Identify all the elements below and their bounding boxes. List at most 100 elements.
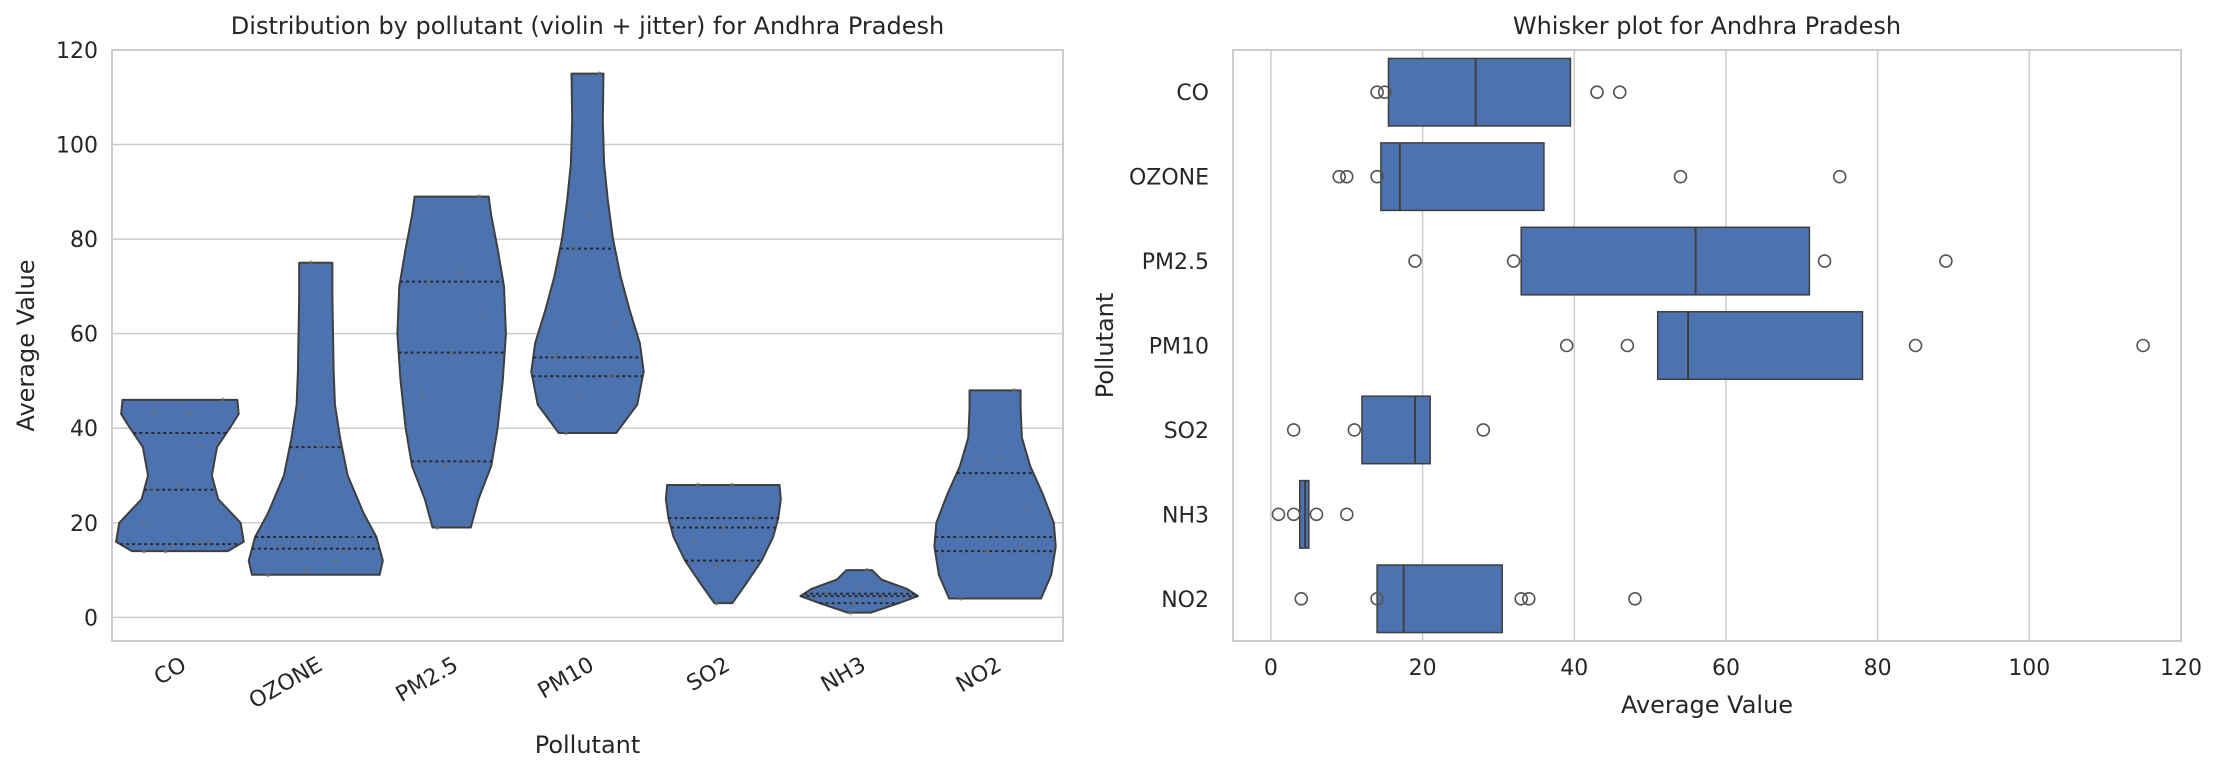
violin-y-tick-label: 40 — [70, 417, 98, 442]
jitter-point — [141, 520, 146, 525]
whisker-x-tick-label: 80 — [1864, 656, 1892, 681]
jitter-point — [186, 411, 191, 417]
whisker-x-tick-label: 0 — [1264, 656, 1278, 681]
jitter-point — [695, 482, 701, 488]
jitter-point — [342, 548, 348, 554]
outlier-point — [1514, 591, 1528, 606]
violin-body — [396, 195, 507, 529]
violin-x-tick-label: PM10 — [534, 653, 599, 705]
jitter-point — [1012, 388, 1017, 393]
violin-co — [115, 397, 245, 554]
jitter-point — [754, 515, 759, 521]
jitter-point — [326, 359, 332, 365]
jitter-point — [169, 544, 174, 549]
violin-y-tick-label: 120 — [56, 39, 98, 64]
violin-y-tick-label: 20 — [70, 512, 98, 537]
jitter-point — [588, 213, 594, 218]
jitter-point — [851, 600, 856, 606]
violin-title: Distribution by pollutant (violin + jitt… — [231, 12, 944, 40]
violin-body — [799, 569, 919, 614]
outlier-point — [2136, 338, 2150, 353]
box-body — [1376, 564, 1503, 634]
jitter-point — [577, 392, 582, 398]
outlier-point — [1339, 507, 1354, 522]
jitter-point — [848, 610, 853, 615]
violin-y-ticks: 0 20 40 60 80 100 120 — [56, 39, 98, 631]
violin-y-tick-label: 60 — [70, 323, 98, 348]
jitter-point — [958, 596, 963, 601]
box-pm25 — [1408, 226, 1953, 296]
outlier-point — [1620, 338, 1635, 353]
jitter-point — [956, 534, 962, 540]
violin-so2 — [664, 482, 782, 606]
violin-x-tick-label: PM2.5 — [392, 653, 463, 708]
jitter-point — [983, 548, 989, 554]
whisker-title: Whisker plot for Andhra Pradesh — [1513, 12, 1901, 40]
outlier-point — [1370, 85, 1384, 100]
jitter-point — [467, 459, 473, 464]
box-body — [1387, 57, 1572, 127]
whisker-x-axis-label: Average Value — [1621, 691, 1793, 719]
jitter-point — [419, 392, 425, 398]
violin-body — [933, 389, 1057, 600]
outlier-point — [1832, 169, 1847, 184]
jitter-point — [738, 558, 743, 563]
whisker-y-tick-label: PM10 — [1149, 335, 1209, 360]
jitter-point — [729, 482, 734, 488]
violin-pm10 — [530, 71, 645, 436]
jitter-point — [449, 350, 454, 355]
violin-x-tick-label: NO2 — [952, 653, 1006, 699]
jitter-point — [141, 548, 147, 554]
jitter-point — [265, 572, 271, 578]
jitter-point — [880, 596, 885, 601]
jitter-point — [349, 534, 355, 540]
violin-y-tick-label: 100 — [56, 134, 98, 159]
jitter-point — [721, 525, 726, 530]
violin-pm25 — [396, 194, 507, 530]
outlier-point — [1377, 85, 1392, 100]
box-nh3 — [1271, 479, 1354, 549]
outlier-point — [1908, 338, 1923, 353]
box-body — [1520, 226, 1811, 296]
violin-x-tick-label: SO2 — [683, 653, 735, 697]
box-so2 — [1286, 395, 1491, 465]
violin-x-ticks: CO OZONE PM2.5 PM10 SO2 NH3 NO2 — [150, 653, 1006, 715]
jitter-point — [308, 260, 314, 265]
outlier-point — [1628, 591, 1642, 606]
jitter-point — [443, 463, 448, 469]
whisker-x-tick-label: 120 — [2160, 656, 2202, 681]
outlier-point — [1673, 169, 1688, 184]
outlier-point — [1521, 591, 1536, 606]
outlier-point — [1271, 507, 1286, 522]
jitter-point — [275, 544, 281, 549]
outlier-point — [1939, 254, 1953, 268]
jitter-point — [333, 558, 339, 563]
whisker-x-tick-label: 100 — [2008, 656, 2050, 681]
violin-x-tick-label: CO — [150, 653, 191, 691]
jitter-point — [552, 355, 558, 360]
outlier-point — [1370, 591, 1384, 606]
violin-marks — [115, 71, 1057, 615]
violin-y-tick-label: 0 — [84, 606, 98, 631]
violin-y-axis-label: Average Value — [12, 259, 40, 431]
jitter-point — [177, 482, 183, 488]
outlier-point — [1347, 423, 1362, 437]
violin-body — [115, 398, 245, 553]
jitter-point — [196, 539, 202, 544]
jitter-point — [610, 374, 615, 379]
jitter-point — [303, 567, 309, 573]
outlier-point — [1506, 254, 1521, 268]
box-body — [1380, 142, 1545, 212]
whisker-x-tick-label: 40 — [1560, 656, 1588, 681]
violin-y-tick-label: 80 — [70, 228, 98, 253]
violin-body — [247, 261, 384, 576]
jitter-point — [992, 530, 998, 535]
whisker-marks — [1271, 57, 2150, 634]
jitter-point — [572, 246, 578, 251]
whisker-x-tick-label: 60 — [1712, 656, 1740, 681]
whisker-x-ticks: 0 20 40 60 80 100 120 — [1264, 656, 2202, 681]
outlier-point — [1370, 169, 1384, 184]
whisker-panel: CO OZONE PM2.5 PM10 SO2 NH3 NO2 0 20 40 60 80 100 12… — [1091, 12, 2202, 719]
whisker-y-axis-label: Pollutant — [1091, 293, 1119, 399]
